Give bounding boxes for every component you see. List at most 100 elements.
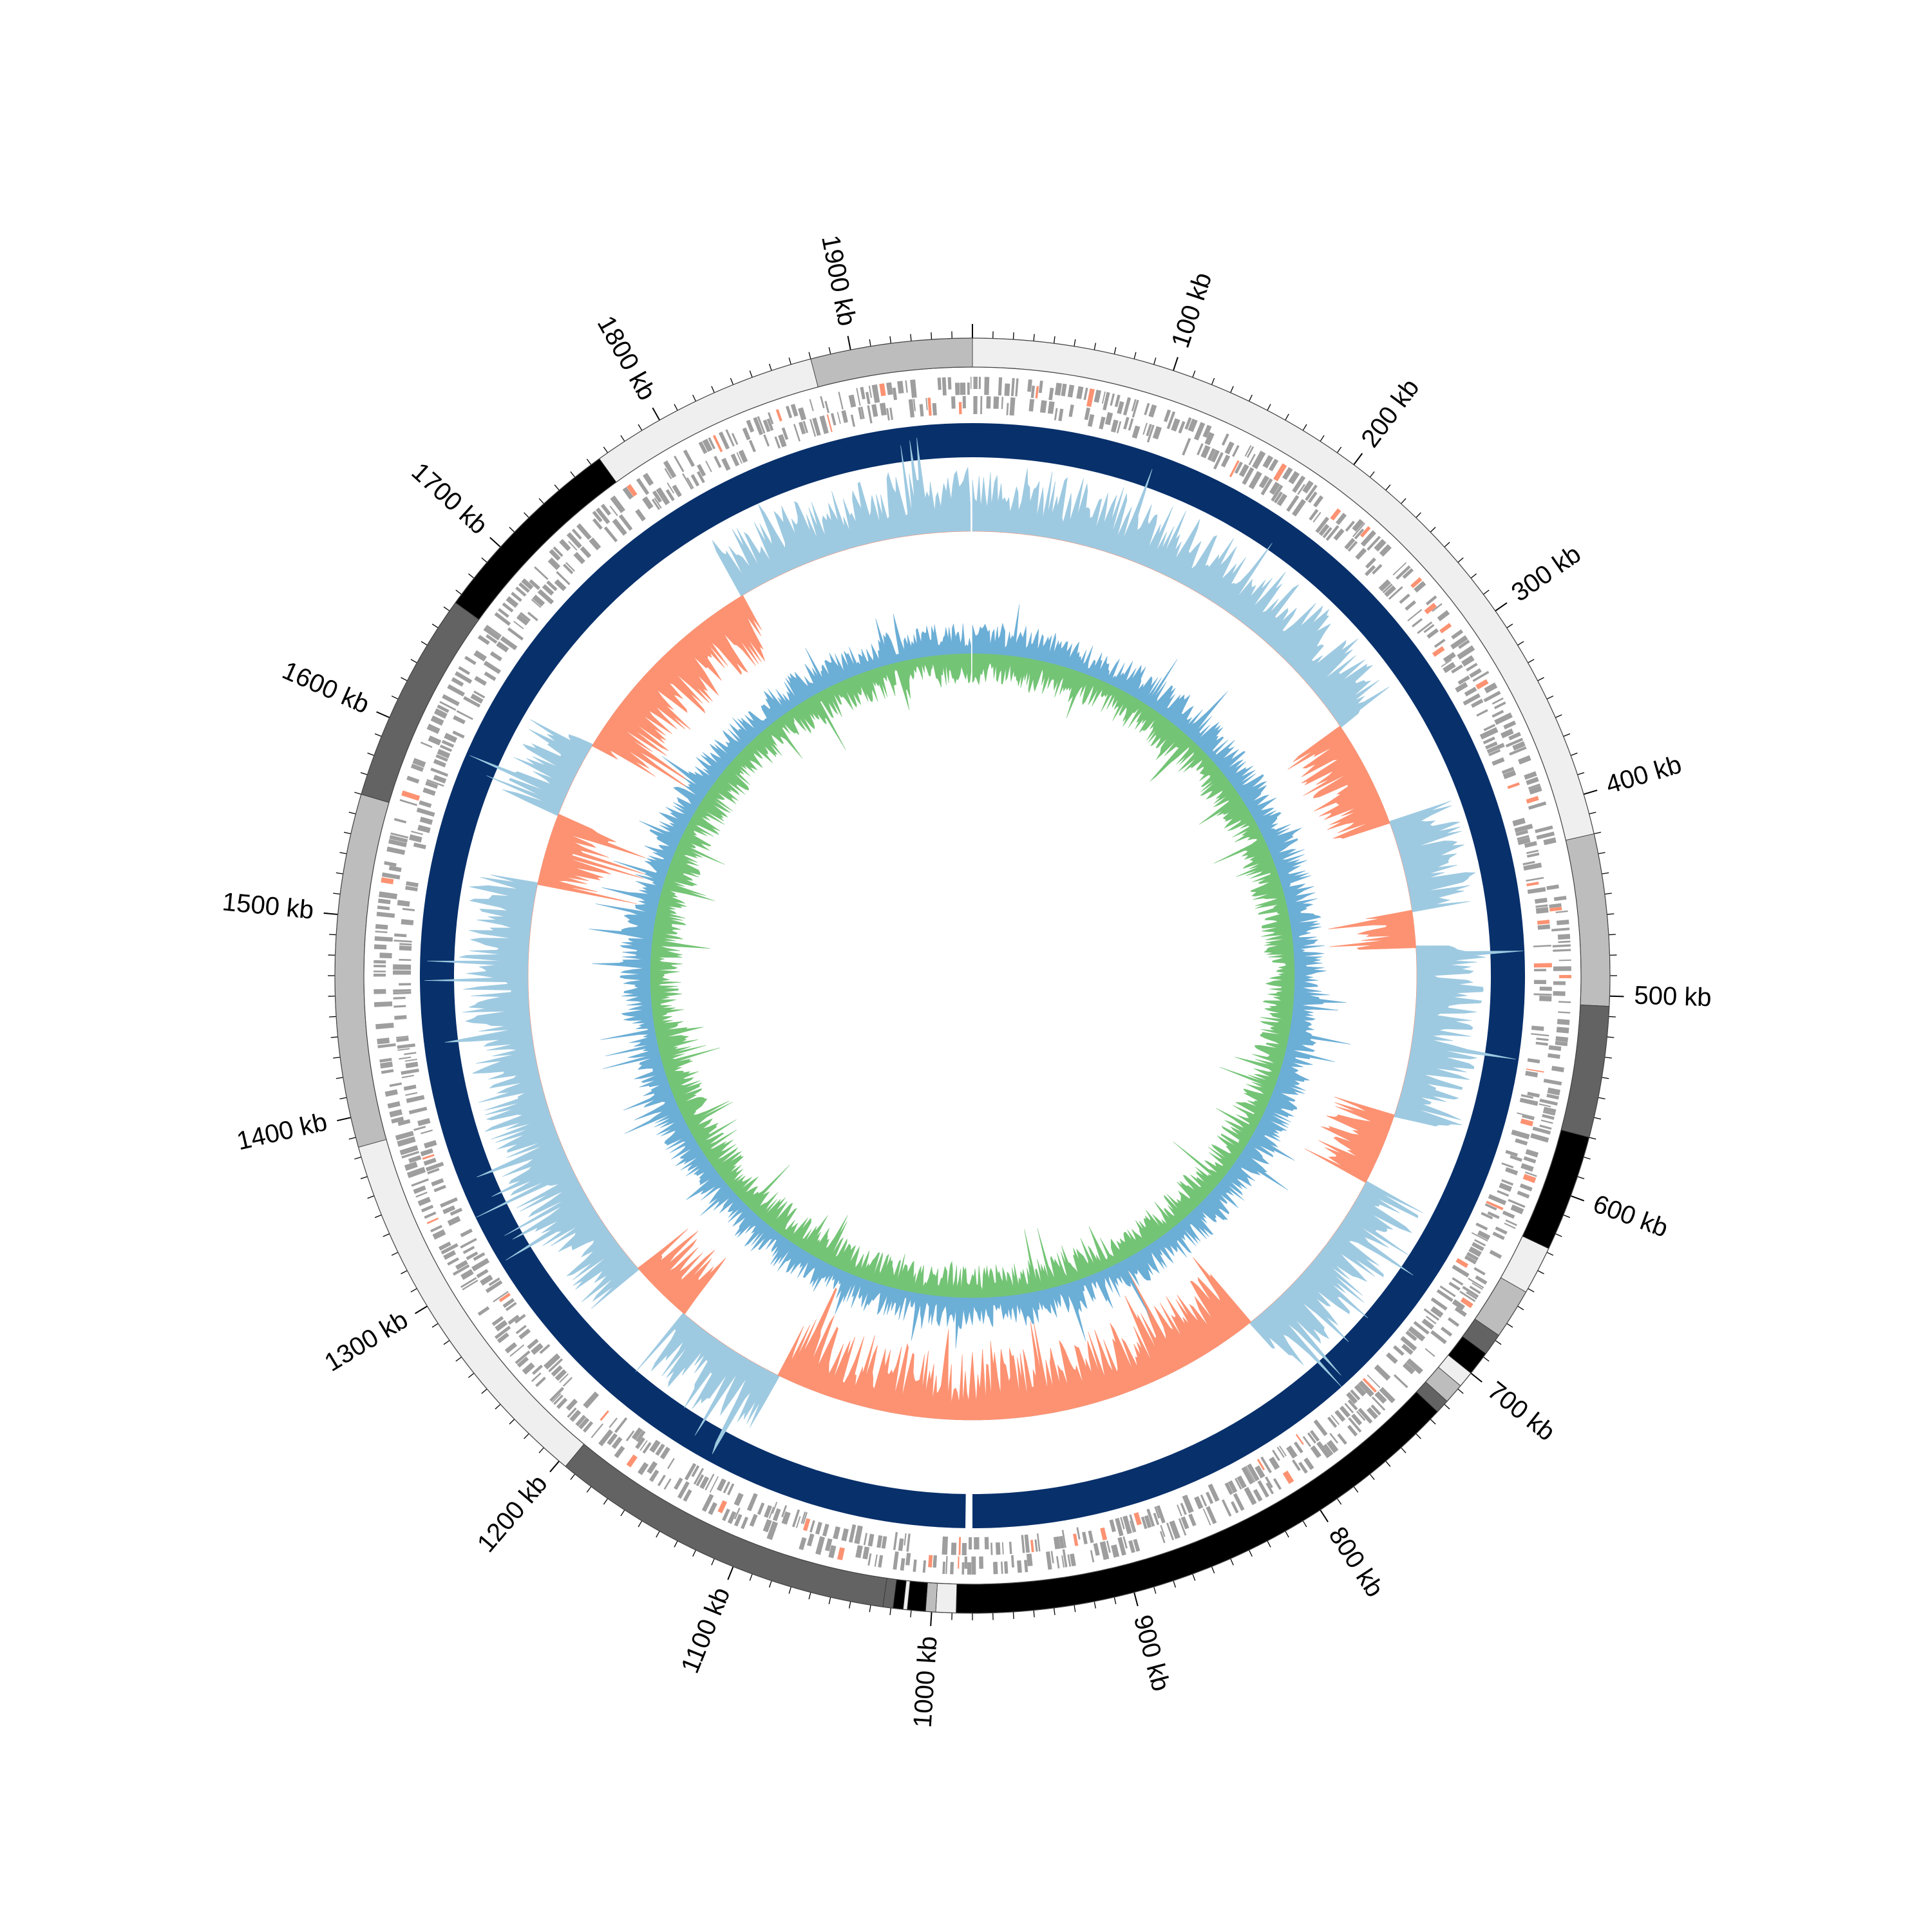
gene-feature (1365, 565, 1376, 576)
gene-feature (1535, 907, 1549, 914)
gene-feature (1260, 1456, 1272, 1473)
gene-feature (483, 660, 501, 674)
gene-feature (562, 1377, 573, 1387)
gene-feature (768, 412, 774, 424)
gene-feature (1557, 934, 1571, 940)
gene-feature (387, 1101, 401, 1109)
gene-feature (674, 455, 685, 473)
gene-feature (778, 434, 787, 448)
gene-feature (1265, 1482, 1274, 1495)
gene-feature (1292, 1459, 1301, 1472)
gene-feature (1339, 1405, 1351, 1418)
gene-feature (518, 1328, 531, 1340)
gene-feature (1333, 528, 1345, 541)
gene-feature (837, 1547, 845, 1560)
tick-label-1300kb: 1300 kb (320, 1305, 413, 1377)
gene-feature (749, 1513, 758, 1527)
gene-feature (1551, 1065, 1564, 1073)
gene-feature (1116, 421, 1122, 433)
gene-feature (1432, 646, 1445, 657)
minor-tick (603, 446, 609, 453)
gene-feature (1527, 1058, 1540, 1064)
gene-feature (1458, 639, 1470, 649)
gene-feature (626, 484, 638, 497)
gene-feature (1059, 1535, 1065, 1549)
gene-feature (734, 1492, 744, 1506)
minor-tick (443, 606, 450, 612)
gene-feature (1536, 831, 1555, 840)
gene-feature (1463, 693, 1481, 706)
minor-tick (495, 1404, 501, 1410)
gene-feature (381, 877, 394, 885)
gene-feature (576, 523, 592, 540)
gene-feature (802, 1518, 811, 1531)
gene-feature (509, 1344, 525, 1357)
gene-feature (567, 1407, 577, 1418)
gene-feature (1110, 393, 1115, 406)
gene-feature (1109, 1519, 1116, 1533)
gene-feature (1247, 1463, 1260, 1482)
gene-feature (406, 775, 420, 784)
minor-tick (1074, 1605, 1076, 1613)
tick-label-1200kb: 1200 kb (472, 1470, 553, 1558)
gene-feature (1146, 1508, 1155, 1527)
gene-feature (806, 1533, 815, 1547)
gene-feature (1423, 1308, 1440, 1321)
gene-feature (1220, 454, 1231, 468)
minor-tick (367, 1195, 375, 1199)
gene-feature (693, 1468, 705, 1485)
gene-feature (420, 741, 433, 748)
gene-feature (1558, 959, 1571, 961)
gene-feature (1522, 1173, 1537, 1184)
gene-feature (1436, 1289, 1454, 1302)
gene-feature (1062, 1549, 1068, 1567)
minor-tick (1012, 332, 1014, 340)
gene-feature (1454, 1306, 1467, 1317)
gene-feature (1459, 1291, 1476, 1302)
gene-feature (462, 1245, 475, 1255)
gene-feature (411, 830, 424, 835)
gene-feature (973, 396, 978, 415)
minor-tick (1563, 733, 1571, 737)
gene-feature (399, 958, 412, 961)
gene-feature (384, 1089, 398, 1097)
minor-tick (889, 336, 892, 344)
minor-tick (1302, 424, 1307, 431)
gene-feature (718, 431, 730, 450)
minor-tick (367, 752, 375, 756)
gene-feature (631, 1427, 643, 1441)
gene-feature (1555, 910, 1568, 914)
gene-feature (1468, 1278, 1484, 1289)
gene-feature (442, 1205, 456, 1215)
gene-feature (1543, 1106, 1557, 1113)
gene-feature (1122, 1515, 1132, 1535)
gene-feature (411, 1178, 429, 1187)
gene-feature (1492, 1231, 1505, 1240)
gene-feature (495, 1320, 508, 1332)
gene-feature (951, 396, 956, 409)
gene-feature (1177, 1504, 1182, 1517)
gene-feature (1443, 661, 1456, 674)
gene-feature (1402, 568, 1414, 579)
gene-feature (664, 468, 672, 480)
gene-feature (551, 1365, 563, 1377)
gene-feature (1169, 1520, 1180, 1540)
gene-feature (1152, 426, 1162, 440)
gene-feature (433, 1184, 446, 1193)
gene-feature (1473, 1267, 1486, 1276)
gene-feature (1325, 525, 1340, 541)
gene-feature (683, 450, 695, 468)
gene-feature (942, 1536, 949, 1555)
gene-feature (1417, 621, 1433, 634)
gene-feature (1408, 1326, 1426, 1342)
gene-feature (1084, 407, 1091, 421)
gene-feature (838, 392, 844, 410)
gene-feature (1262, 455, 1274, 469)
gene-feature (575, 1414, 587, 1426)
gene-feature (867, 1553, 872, 1566)
gene-feature (1526, 852, 1540, 858)
gene-feature (1021, 1535, 1025, 1553)
gene-feature (702, 439, 713, 452)
minor-tick (1506, 623, 1513, 629)
gene-feature (491, 1316, 504, 1327)
